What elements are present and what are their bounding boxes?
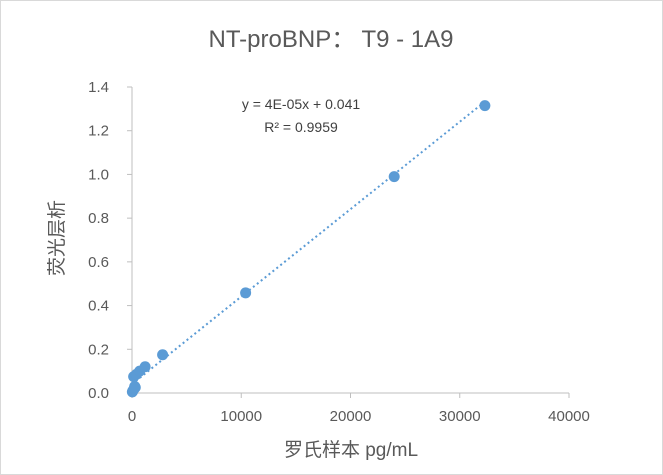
data-point: [479, 100, 491, 112]
y-tick-label: 0.2: [88, 341, 109, 358]
x-tick-label: 10000: [220, 408, 262, 425]
data-point: [157, 349, 169, 361]
y-tick-label: 1.4: [88, 79, 109, 96]
y-tick-label: 0.4: [88, 298, 109, 315]
chart-title: NT-proBNP： T9 - 1A9: [209, 26, 454, 53]
y-tick-label: 0.8: [88, 210, 109, 227]
x-tick-label: 0: [128, 408, 136, 425]
trendline-group: [131, 100, 486, 385]
data-point: [240, 287, 252, 299]
data-point: [139, 361, 151, 373]
y-tick-label: 1.0: [88, 166, 109, 183]
y-tick-label: 1.2: [88, 123, 109, 140]
x-tick-label: 40000: [548, 408, 590, 425]
trendline: [131, 100, 486, 385]
data-point: [129, 382, 141, 394]
data-points: [126, 100, 491, 398]
trendline-equation: y = 4E-05x + 0.041: [242, 96, 361, 112]
y-axis-title: 荧光层析: [46, 200, 68, 276]
data-point: [388, 171, 400, 183]
trendline-r-squared: R² = 0.9959: [264, 119, 338, 135]
x-tick-label: 30000: [439, 408, 481, 425]
x-axis-title: 罗氏样本 pg/mL: [284, 439, 418, 461]
y-tick-label: 0.6: [88, 254, 109, 271]
x-tick-label: 20000: [330, 408, 372, 425]
y-tick-label: 0.0: [88, 385, 109, 402]
axes: 0 10000 20000 30000 40000 0.0 0.2 0.4 0.6 0.8 1.0 1…: [88, 79, 590, 425]
